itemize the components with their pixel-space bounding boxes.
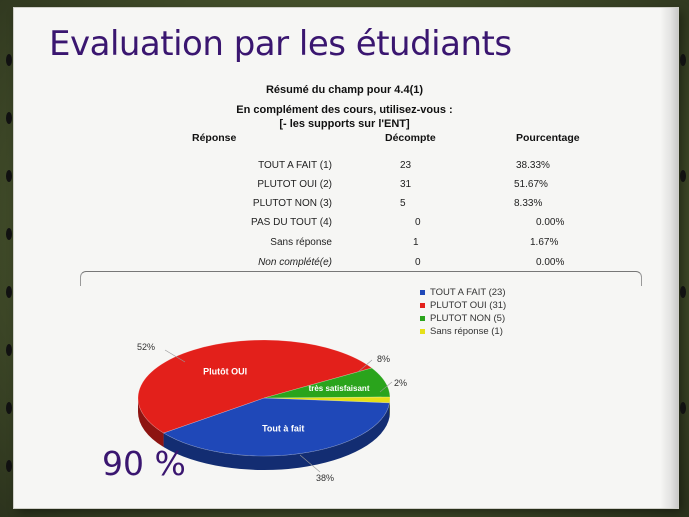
table-row: Non complété(e) 0 0.00% bbox=[0, 257, 689, 275]
table-row: TOUT A FAIT (1) 23 38.33% bbox=[0, 160, 689, 178]
pie-inner-label-1: Plutôt OUI bbox=[203, 367, 247, 377]
legend-item: TOUT A FAIT (23) bbox=[420, 286, 506, 299]
summary-heading: Résumé du champ pour 4.4(1) bbox=[265, 84, 424, 96]
row-percent: 8.33% bbox=[514, 198, 543, 209]
legend-swatch bbox=[420, 302, 425, 308]
table-row: PAS DU TOUT (4) 0 0.00% bbox=[0, 217, 689, 235]
row-label: PAS DU TOUT (4) bbox=[251, 217, 332, 228]
header-percent: Pourcentage bbox=[516, 132, 580, 144]
row-label: TOUT A FAIT (1) bbox=[258, 160, 332, 171]
pie-inner-label-2: très satisfaisant bbox=[309, 384, 370, 393]
row-label: Sans réponse bbox=[270, 237, 332, 248]
pct-label-plutot-oui: 52% bbox=[137, 342, 156, 352]
pct-label-tout-a-fait: 38% bbox=[316, 473, 335, 483]
slide-title: Evaluation par les étudiants bbox=[49, 24, 512, 64]
table-row: PLUTOT NON (3) 5 8.33% bbox=[0, 198, 689, 216]
pie-slice-1 bbox=[137, 339, 373, 434]
row-count: 0 bbox=[415, 217, 421, 228]
row-percent: 0.00% bbox=[536, 257, 565, 268]
row-percent: 38.33% bbox=[516, 160, 550, 171]
legend-label: Sans réponse (1) bbox=[430, 326, 503, 337]
row-count: 23 bbox=[400, 160, 412, 171]
row-label: PLUTOT OUI (2) bbox=[257, 179, 332, 190]
header-response: Réponse bbox=[192, 132, 237, 144]
page-fold-shadow bbox=[660, 8, 678, 508]
legend-label: PLUTOT NON (5) bbox=[430, 313, 506, 324]
pie-slice-2 bbox=[263, 367, 391, 399]
row-count: 31 bbox=[400, 179, 412, 190]
row-label: PLUTOT NON (3) bbox=[252, 198, 332, 209]
leader-line bbox=[379, 381, 393, 393]
pct-label-sans-reponse: 2% bbox=[394, 378, 408, 388]
row-percent: 0.00% bbox=[536, 217, 565, 228]
legend-swatch bbox=[420, 328, 425, 334]
legend-item: PLUTOT NON (5) bbox=[420, 312, 506, 325]
legend-swatch bbox=[420, 315, 425, 321]
pie-side-0 bbox=[163, 402, 390, 470]
legend-label: PLUTOT OUI (31) bbox=[430, 300, 507, 311]
pie-side-1 bbox=[138, 398, 164, 448]
row-label: Non complété(e) bbox=[258, 257, 332, 268]
table-row: Sans réponse 1 1.67% bbox=[0, 237, 689, 255]
pie-slice-3 bbox=[263, 396, 391, 404]
row-count: 1 bbox=[413, 237, 419, 248]
legend-swatch bbox=[420, 289, 425, 295]
header-count: Décompte bbox=[385, 132, 436, 144]
chart-legend: TOUT A FAIT (23) PLUTOT OUI (31) PLUTOT … bbox=[420, 286, 506, 338]
row-count: 5 bbox=[400, 198, 406, 209]
leader-line bbox=[299, 454, 321, 473]
table-row: PLUTOT OUI (2) 31 51.67% bbox=[0, 179, 689, 197]
pct-label-plutot-non: 8% bbox=[377, 354, 391, 364]
question-line-1: En complément des cours, utilisez-vous : bbox=[236, 104, 453, 116]
row-percent: 51.67% bbox=[514, 179, 548, 190]
highlight-percentage: 90 % bbox=[102, 444, 186, 483]
legend-item: PLUTOT OUI (31) bbox=[420, 299, 506, 312]
leader-line bbox=[357, 359, 373, 373]
pie-slice-0 bbox=[162, 397, 390, 457]
question-line-2: [- les supports sur l'ENT] bbox=[279, 118, 410, 130]
legend-label: TOUT A FAIT (23) bbox=[430, 287, 506, 298]
row-percent: 1.67% bbox=[530, 237, 559, 248]
section-divider bbox=[80, 271, 642, 286]
pie-inner-label-0: Tout à fait bbox=[262, 424, 304, 434]
legend-item: Sans réponse (1) bbox=[420, 325, 506, 338]
leader-line bbox=[164, 349, 186, 363]
row-count: 0 bbox=[415, 257, 421, 268]
